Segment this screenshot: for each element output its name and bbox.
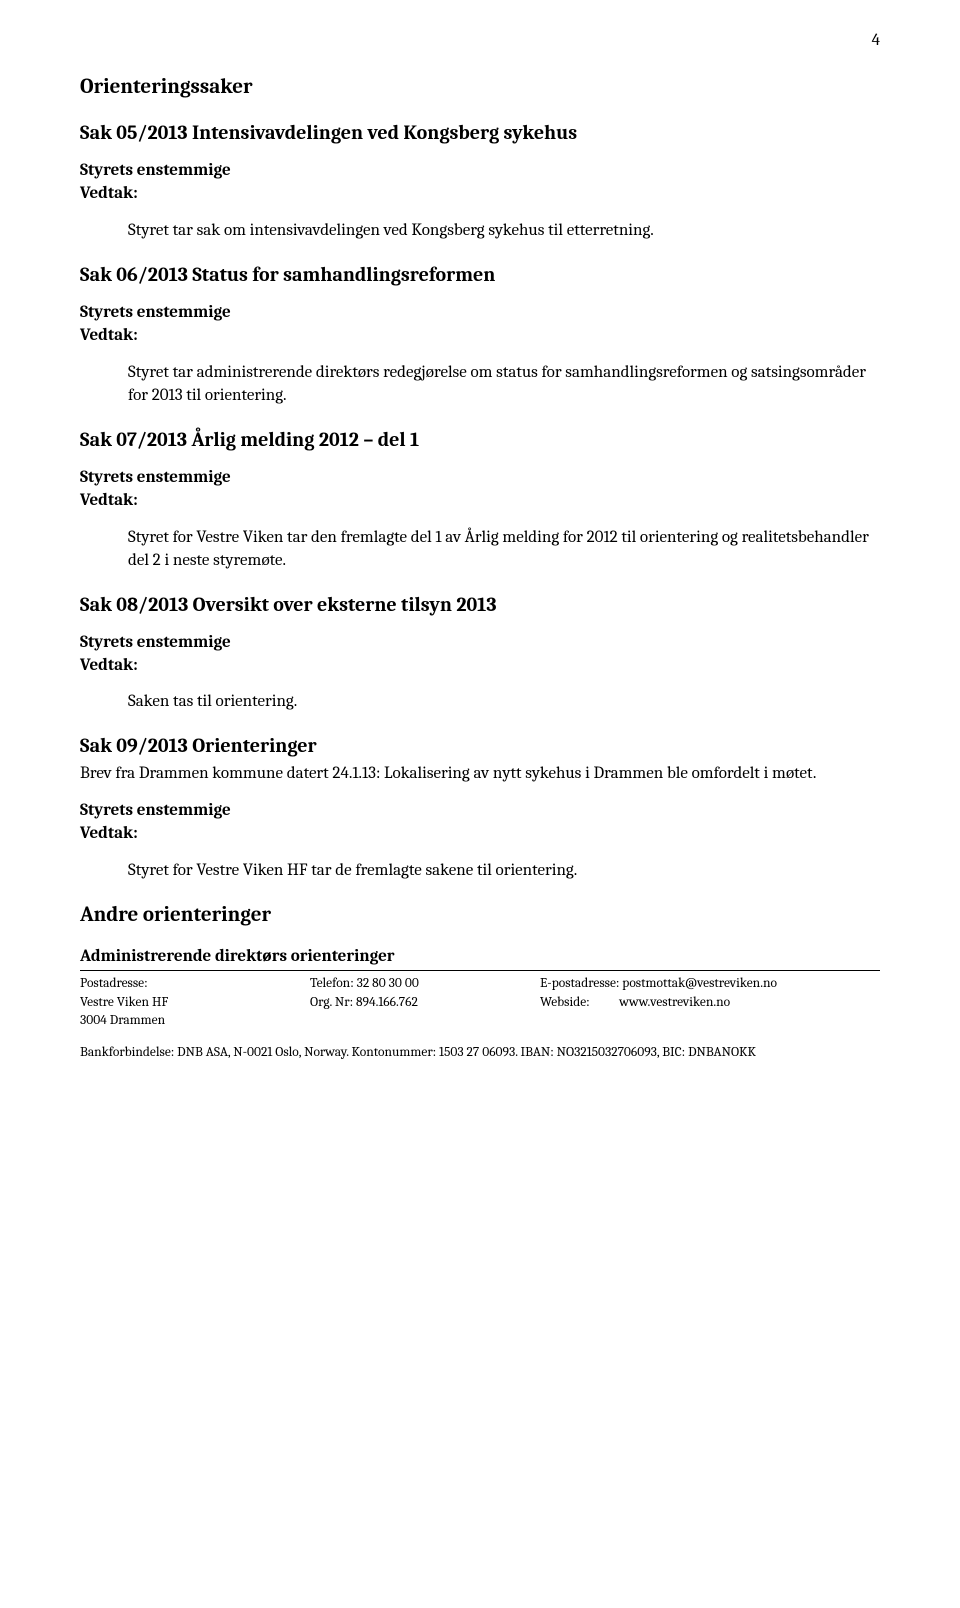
sak08-styrets: Styrets enstemmige [80,632,880,655]
sak06-body: Styret tar administrerende direktørs red… [128,362,880,408]
footer-postal: 3004 Drammen [80,1012,310,1030]
footer-org-name: Vestre Viken HF [80,994,310,1012]
sak07-body: Styret for Vestre Viken tar den fremlagt… [128,527,880,573]
sak09-vedtak: Vedtak: [80,823,880,846]
heading-orienteringssaker: Orienteringssaker [80,73,880,101]
sak08-title: Sak 08/2013 Oversikt over eksterne tilsy… [80,591,880,618]
sak08-body: Saken tas til orientering. [128,691,880,714]
footer-rule [80,970,880,971]
andre-orienteringer: Andre orienteringer [80,901,880,929]
footer-orgnr: Org. Nr: 894.166.762 [310,994,540,1012]
sak05-vedtak: Vedtak: [80,183,880,206]
sak09-subtitle: Brev fra Drammen kommune datert 24.1.13:… [80,763,880,786]
admin-orienteringer: Administrerende direktørs orienteringer [80,946,880,969]
footer-address-block: Postadresse: Vestre Viken HF 3004 Dramme… [80,975,880,1030]
page-number: 4 [80,30,880,53]
sak06-styrets: Styrets enstemmige [80,302,880,325]
sak05-title: Sak 05/2013 Intensivavdelingen ved Kongs… [80,119,880,146]
sak08-vedtak: Vedtak: [80,655,880,678]
sak09-body: Styret for Vestre Viken HF tar de fremla… [128,860,880,883]
sak07-styrets: Styrets enstemmige [80,467,880,490]
sak07-vedtak: Vedtak: [80,490,880,513]
footer-email: E-postadresse: postmottak@vestreviken.no [540,975,880,993]
sak09-styrets: Styrets enstemmige [80,800,880,823]
sak06-title: Sak 06/2013 Status for samhandlingsrefor… [80,261,880,288]
footer-postadresse-label: Postadresse: [80,975,310,993]
sak06-vedtak: Vedtak: [80,325,880,348]
sak05-body: Styret tar sak om intensivavdelingen ved… [128,220,880,243]
footer-web: Webside: www.vestreviken.no [540,994,880,1012]
footer-bank: Bankforbindelse: DNB ASA, N-0021 Oslo, N… [80,1044,880,1062]
footer-telefon: Telefon: 32 80 30 00 [310,975,540,993]
sak07-title: Sak 07/2013 Årlig melding 2012 – del 1 [80,426,880,453]
sak05-styrets: Styrets enstemmige [80,160,880,183]
sak09-title: Sak 09/2013 Orienteringer [80,732,880,759]
